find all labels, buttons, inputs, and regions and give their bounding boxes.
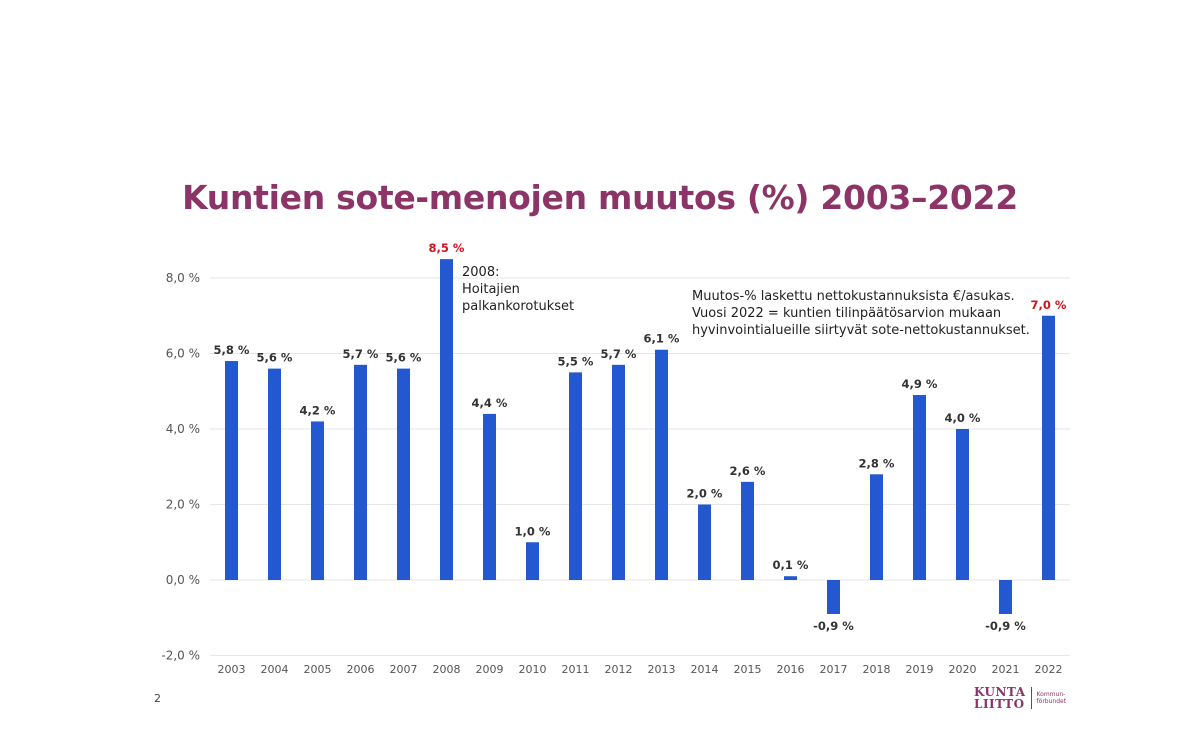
y-tick-label: 4,0 % [166,422,200,436]
x-tick-label: 2006 [347,663,375,676]
logo-wordmark: KUNTA LIITTO [974,686,1026,710]
x-tick-label: 2021 [992,663,1020,676]
x-tick-label: 2010 [519,663,547,676]
logo-separator [1030,687,1032,709]
y-axis-ticks: -2,0 % 0,0 % 2,0 % 4,0 % 6,0 % 8,0 % [161,271,200,663]
x-tick-label: 2003 [218,663,246,676]
data-label: 5,8 % [214,343,250,357]
bar [827,580,840,614]
x-tick-label: 2014 [691,663,719,676]
x-tick-label: 2016 [777,663,805,676]
bar [913,395,926,580]
data-label: 4,2 % [300,403,336,417]
logo-subtitle: Kommun- förbundet [1037,691,1067,705]
data-label: 2,0 % [687,487,723,501]
logo-word-top: KUNTA [974,685,1026,699]
bars [225,259,1055,614]
y-tick-label: 2,0 % [166,498,200,512]
logo-word-bottom: LIITTO [974,697,1025,711]
chart-title: Kuntien sote-menojen muutos (%) 2003–202… [182,178,1018,217]
x-tick-label: 2007 [390,663,418,676]
bar [354,364,367,580]
bar [311,421,324,580]
x-tick-label: 2005 [304,663,332,676]
bar [999,580,1012,614]
x-tick-label: 2004 [261,663,289,676]
method-note: Muutos-% laskettu nettokustannuksista €/… [692,288,1030,339]
grid-lines [210,277,1070,656]
logo-sub-top: Kommun- [1036,691,1066,698]
x-tick-label: 2017 [820,663,848,676]
bar [1042,315,1055,580]
y-tick-label: 0,0 % [166,573,200,587]
method-note-line: Vuosi 2022 = kuntien tilinpäätösarvion m… [692,306,1002,321]
x-tick-label: 2020 [949,663,977,676]
data-label: 8,5 % [429,241,465,255]
data-label: 7,0 % [1031,298,1067,312]
bar [870,474,883,580]
y-tick-label: 8,0 % [166,271,200,285]
data-labels: 5,8 % 5,6 % 4,2 % 5,7 % 5,6 % 8,5 % 4,4 % 1,0 %… [214,241,1067,633]
data-label: -0,9 % [985,619,1026,633]
data-label: 1,0 % [515,524,551,538]
data-label: 6,1 % [644,332,680,346]
bar [569,372,582,580]
method-note-line: Muutos-% laskettu nettokustannuksista €/… [692,289,1015,304]
x-tick-label: 2011 [562,663,590,676]
bar [655,349,668,580]
data-label: 0,1 % [773,558,809,572]
bar [397,368,410,580]
x-tick-label: 2009 [476,663,504,676]
data-label: 2,8 % [859,456,895,470]
bar [784,576,797,580]
bar [268,368,281,580]
annotation-2008-line: 2008: [462,265,500,280]
data-label: 5,7 % [601,347,637,361]
annotation-2008-line: Hoitajien [462,282,520,297]
bar [440,259,453,580]
x-axis-ticks: 2003 2004 2005 2006 2007 2008 2009 2010 2011 2012… [218,663,1063,676]
data-label: 5,5 % [558,354,594,368]
x-tick-label: 2013 [648,663,676,676]
x-tick-label: 2012 [605,663,633,676]
bar [526,542,539,580]
data-label: -0,9 % [813,619,854,633]
data-label: 4,0 % [945,411,981,425]
x-tick-label: 2022 [1035,663,1063,676]
data-label: 5,7 % [343,347,379,361]
logo-sub-bottom: förbundet [1036,698,1067,705]
data-label: 5,6 % [386,351,422,365]
bar [741,481,754,580]
y-tick-label: -2,0 % [161,649,200,663]
page-number: 2 [154,692,161,705]
bar [483,413,496,580]
bar [698,504,711,580]
y-tick-label: 6,0 % [166,347,200,361]
x-tick-label: 2018 [863,663,891,676]
annotation-2008-line: palkankorotukset [462,299,575,314]
x-tick-label: 2019 [906,663,934,676]
kuntaliitto-logo: KUNTA LIITTO Kommun- förbundet [974,686,1066,710]
bar [225,361,238,580]
bar [956,429,969,580]
data-label: 4,9 % [902,377,938,391]
data-label: 2,6 % [730,464,766,478]
x-tick-label: 2008 [433,663,461,676]
data-label: 5,6 % [257,351,293,365]
bar [612,364,625,580]
x-tick-label: 2015 [734,663,762,676]
annotation-2008: 2008: Hoitajien palkankorotukset [462,264,574,315]
data-label: 4,4 % [472,396,508,410]
method-note-line: hyvinvointialueille siirtyvät sote-netto… [692,323,1030,338]
